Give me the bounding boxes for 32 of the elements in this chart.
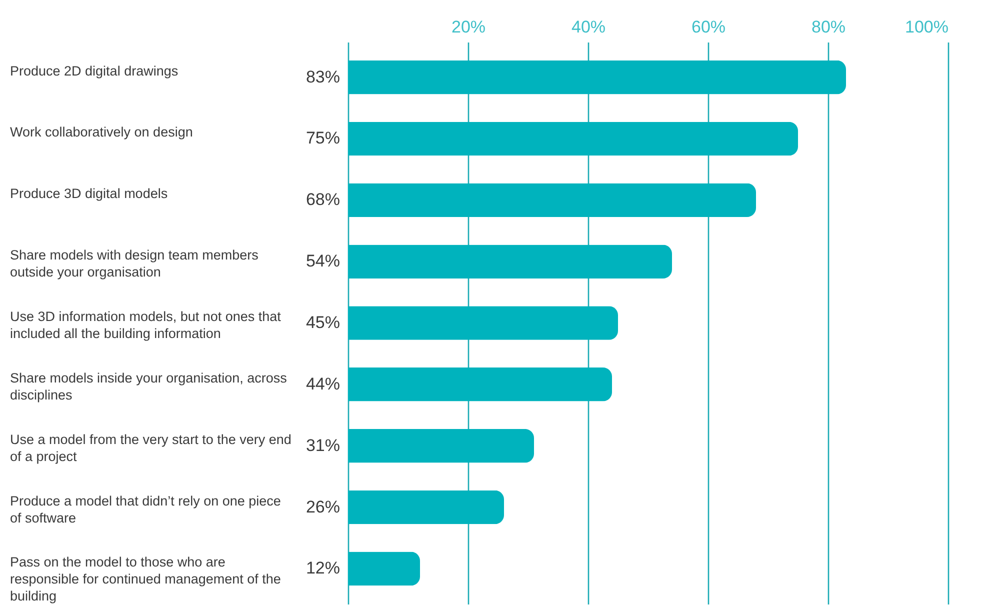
data-label: 68% — [306, 190, 340, 210]
bar — [348, 368, 612, 402]
y-tick-label: Produce a model that didn’t rely on one piece of software — [10, 493, 281, 526]
data-label: 12% — [306, 558, 340, 578]
x-tick-label: 60% — [691, 18, 726, 36]
x-tick-label: 40% — [571, 18, 606, 36]
bar — [348, 552, 420, 586]
y-tick-label: Share models inside your organisation, across disciplines — [10, 370, 288, 402]
x-tick-label: 20% — [451, 18, 486, 36]
bar — [348, 122, 798, 156]
bar — [348, 60, 846, 94]
data-label: 54% — [306, 252, 340, 271]
y-tick-label: Work collaboratively on design — [10, 124, 193, 140]
bar — [348, 490, 504, 524]
y-tick-label: Produce 3D digital models — [10, 186, 168, 202]
x-tick-label: 80% — [811, 18, 846, 36]
data-label: 45% — [306, 313, 340, 332]
bar — [348, 306, 618, 340]
bar — [348, 428, 534, 463]
y-tick-label: Pass on the model to those who are responsible for continued management of the building — [10, 554, 281, 604]
y-tick-label: Share models with design team members outside your organisation — [10, 248, 259, 280]
bar — [348, 244, 672, 278]
data-label: 44% — [306, 374, 340, 394]
bar — [348, 183, 756, 218]
data-label: 75% — [306, 128, 340, 148]
y-tick-label: Use a model from the very start to the very end of a project — [10, 432, 292, 464]
data-label: 26% — [306, 497, 340, 516]
data-label: 83% — [306, 67, 340, 86]
y-tick-label: Produce 2D digital drawings — [10, 63, 178, 78]
x-tick-label: 100% — [905, 18, 948, 36]
data-label: 31% — [306, 436, 340, 455]
y-tick-label: Use 3D information models, but not ones that included all the building information — [10, 309, 282, 341]
